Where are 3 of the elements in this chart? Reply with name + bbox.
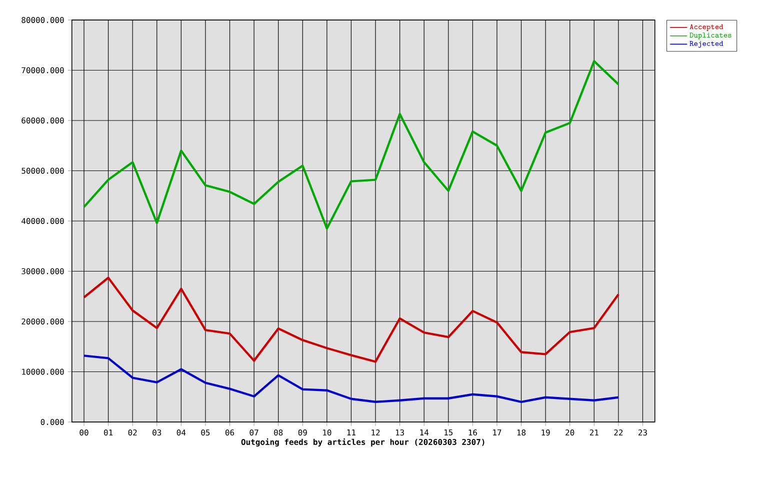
line-series <box>82 354 620 403</box>
line-series <box>82 60 620 230</box>
line-series <box>82 276 620 363</box>
